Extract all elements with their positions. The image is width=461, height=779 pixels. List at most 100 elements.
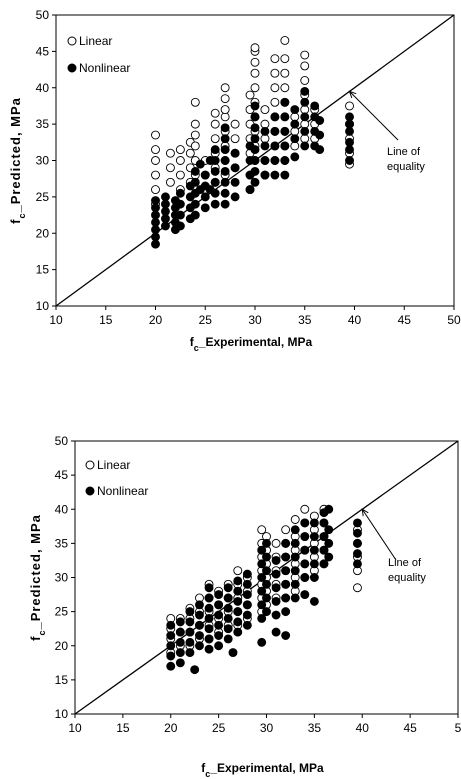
nonlinear-point xyxy=(204,624,214,634)
x-tick-label: 15 xyxy=(116,721,130,735)
nonlinear-point xyxy=(257,545,267,555)
y-axis-title-rest: _Predicted, MPa xyxy=(28,514,43,630)
linear-point xyxy=(300,119,310,129)
nonlinear-point xyxy=(309,596,319,606)
nonlinear-point xyxy=(250,156,260,165)
nonlinear-point xyxy=(281,593,291,603)
nonlinear-point xyxy=(242,610,252,620)
nonlinear-point xyxy=(257,614,267,623)
x-tick-label: 10 xyxy=(49,313,63,327)
nonlinear-point xyxy=(250,166,260,176)
nonlinear-point xyxy=(262,552,271,562)
nonlinear-point xyxy=(204,634,214,644)
nonlinear-point xyxy=(309,518,319,528)
nonlinear-point xyxy=(250,112,260,122)
linear-point xyxy=(220,94,230,104)
y-tick-label: 35 xyxy=(55,536,69,550)
x-tick-label: 20 xyxy=(164,721,178,735)
nonlinear-point xyxy=(175,658,185,668)
nonlinear-point xyxy=(324,504,334,514)
linear-point xyxy=(151,130,160,140)
nonlinear-point xyxy=(242,620,252,630)
nonlinear-point xyxy=(223,583,233,593)
linear-point xyxy=(210,119,220,129)
x-tick-labels: 10 15 20 25 30 35 40 45 5 xyxy=(68,714,461,735)
linear-point xyxy=(290,515,300,524)
nonlinear-point xyxy=(175,617,185,627)
x-tick-label: 25 xyxy=(199,313,213,327)
linear-point xyxy=(270,83,280,93)
nonlinear-point xyxy=(281,631,291,640)
nonlinear-point xyxy=(271,596,281,606)
nonlinear-point xyxy=(281,538,291,548)
annotation-text-line2: equality xyxy=(387,161,425,173)
nonlinear-point xyxy=(319,545,329,555)
x-tick-label: 25 xyxy=(212,721,226,735)
annotation-arrowhead-icon xyxy=(348,90,357,99)
chart-bottom: 10 15 20 25 30 35 40 45 50 10 15 20 25 30 35 40 45 5 Lin… xyxy=(28,434,461,779)
nonlinear-point xyxy=(242,569,252,579)
nonlinear-point xyxy=(250,177,260,187)
nonlinear-point xyxy=(271,569,281,579)
x-tick-label: 35 xyxy=(298,313,312,327)
linear-point xyxy=(270,54,280,64)
nonlinear-point xyxy=(151,210,160,220)
nonlinear-point xyxy=(309,573,319,582)
nonlinear-point xyxy=(166,641,176,651)
nonlinear-point xyxy=(290,119,300,129)
y-tick-label: 40 xyxy=(55,502,69,516)
y-tick-labels: 10 15 20 25 30 35 40 45 50 xyxy=(36,8,56,313)
linear-point xyxy=(220,83,230,93)
nonlinear-point xyxy=(220,123,230,133)
y-axis-title-rest: _Predicted, MPa xyxy=(8,97,23,213)
nonlinear-point xyxy=(175,221,185,231)
nonlinear-series xyxy=(151,86,354,249)
nonlinear-point xyxy=(324,552,334,562)
nonlinear-point xyxy=(300,573,310,582)
linear-point xyxy=(260,119,270,129)
nonlinear-point xyxy=(214,641,224,651)
nonlinear-point xyxy=(185,607,195,617)
nonlinear-point xyxy=(223,614,233,623)
y-tick-label: 30 xyxy=(55,571,69,585)
linear-point xyxy=(185,148,195,158)
nonlinear-point xyxy=(233,576,243,586)
y-tick-label: 25 xyxy=(36,190,50,204)
nonlinear-point xyxy=(262,579,271,589)
nonlinear-point xyxy=(185,627,195,637)
nonlinear-point xyxy=(214,631,224,640)
nonlinear-point xyxy=(345,156,354,165)
y-tick-label: 35 xyxy=(36,117,50,131)
x-axis-title-rest: _Experimental, MPa xyxy=(198,335,313,349)
linear-point xyxy=(250,68,260,78)
nonlinear-point xyxy=(214,600,224,610)
x-tick-label: 10 xyxy=(68,721,82,735)
nonlinear-point xyxy=(195,620,204,630)
x-tick-label: 35 xyxy=(308,721,322,735)
nonlinear-point xyxy=(280,112,290,122)
nonlinear-point xyxy=(228,648,238,658)
nonlinear-point xyxy=(220,156,230,165)
x-tick-label: 50 xyxy=(447,313,461,327)
linear-point xyxy=(190,119,200,129)
nonlinear-point xyxy=(250,134,260,144)
nonlinear-point xyxy=(160,214,170,224)
y-tick-label: 45 xyxy=(36,44,50,58)
linear-point xyxy=(300,134,310,144)
nonlinear-point xyxy=(257,559,267,569)
nonlinear-point xyxy=(345,119,354,129)
nonlinear-point xyxy=(270,126,280,136)
nonlinear-point xyxy=(220,134,230,144)
nonlinear-point xyxy=(204,644,214,654)
x-tick-label: 30 xyxy=(260,721,274,735)
nonlinear-point xyxy=(270,141,280,151)
nonlinear-point xyxy=(220,145,230,155)
nonlinear-point xyxy=(319,518,329,528)
nonlinear-point xyxy=(270,170,280,180)
x-axis-title-sub: c xyxy=(205,769,210,779)
legend-marker-nonlinear xyxy=(67,63,77,73)
nonlinear-point xyxy=(290,579,300,589)
nonlinear-point xyxy=(175,637,185,647)
nonlinear-point xyxy=(210,177,220,187)
